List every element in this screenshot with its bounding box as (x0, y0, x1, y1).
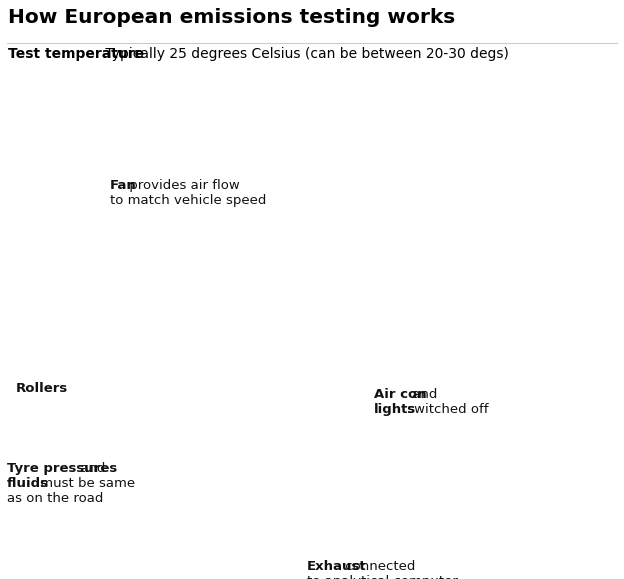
FancyBboxPatch shape (370, 384, 468, 420)
Text: and: and (76, 462, 105, 475)
FancyBboxPatch shape (303, 556, 416, 579)
Text: connected: connected (341, 560, 416, 573)
Text: Exhaust: Exhaust (307, 560, 367, 573)
Text: to match vehicle speed: to match vehicle speed (110, 194, 266, 207)
FancyBboxPatch shape (106, 175, 218, 211)
Text: as on the road: as on the road (7, 492, 104, 505)
Text: Typically 25 degrees Celsius (can be between 20-30 degs): Typically 25 degrees Celsius (can be bet… (101, 47, 509, 61)
Text: Rollers: Rollers (16, 382, 68, 395)
Text: switched off: switched off (404, 403, 489, 416)
Text: and: and (408, 388, 437, 401)
Text: How European emissions testing works: How European emissions testing works (8, 8, 456, 27)
FancyBboxPatch shape (3, 458, 101, 509)
Text: lights: lights (374, 403, 416, 416)
Text: must be same: must be same (36, 477, 135, 490)
Text: Air con: Air con (374, 388, 427, 401)
FancyBboxPatch shape (12, 378, 53, 399)
Text: provides air flow: provides air flow (125, 179, 240, 192)
Text: to analytical computer: to analytical computer (307, 575, 458, 579)
Text: fluids: fluids (7, 477, 49, 490)
Text: Test temperature: Test temperature (8, 47, 144, 61)
Text: Fan: Fan (110, 179, 137, 192)
Text: Tyre pressures: Tyre pressures (7, 462, 117, 475)
